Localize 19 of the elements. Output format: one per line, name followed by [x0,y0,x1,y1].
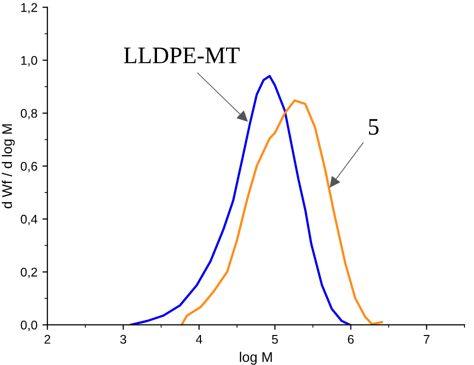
x-tick-label: 5 [272,335,278,344]
y-tick-label: 0,4 [20,214,38,226]
y-tick-label: 1,0 [21,56,38,66]
x-tick-label: 6 [348,334,354,344]
annotation: 5 [368,119,378,135]
y-tick-label: 0,2 [20,268,38,278]
y-tick-label: 1,2 [21,3,38,14]
x-tick-label: 7 [424,335,430,344]
x-axis-title: log M [240,352,272,365]
x-tick-label: 4 [196,335,202,344]
y-tick-label: 0,0 [20,320,38,331]
y-tick-label: 0,8 [20,108,38,120]
y-axis-title: d Wf / d log M [2,124,15,208]
annotation: LLDPE-MT [124,48,240,64]
x-tick-label: 3 [120,334,126,344]
y-tick-label: 0,6 [20,162,38,172]
line-series [180,99,383,325]
line-series [130,74,352,325]
x-tick-label: 2 [44,334,50,344]
